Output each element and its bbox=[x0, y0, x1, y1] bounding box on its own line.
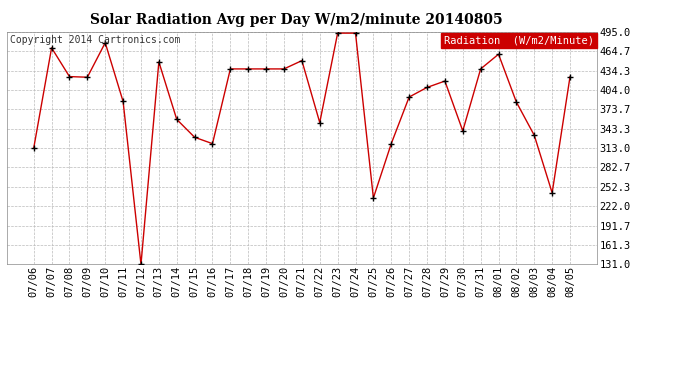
Text: Solar Radiation Avg per Day W/m2/minute 20140805: Solar Radiation Avg per Day W/m2/minute … bbox=[90, 13, 503, 27]
Text: Copyright 2014 Cartronics.com: Copyright 2014 Cartronics.com bbox=[10, 35, 180, 45]
Text: Radiation  (W/m2/Minute): Radiation (W/m2/Minute) bbox=[444, 35, 594, 45]
